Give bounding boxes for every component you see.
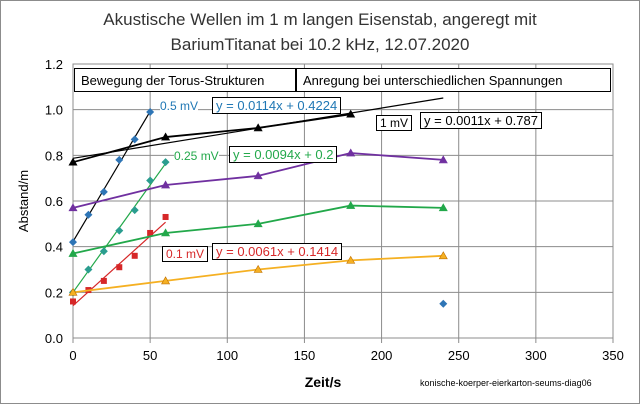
data-point (161, 228, 171, 237)
y-axis-label: Abstand/m (16, 170, 31, 232)
x-tick-label: 0 (69, 348, 76, 363)
data-point (162, 213, 169, 220)
x-tick-label: 200 (371, 348, 393, 363)
data-point (70, 298, 76, 305)
label-05mv: 0.5 mV (160, 99, 199, 113)
label-1mv: 1 mV (376, 115, 413, 131)
x-tick-label: 150 (294, 348, 316, 363)
series-line (72, 254, 444, 294)
data-point (68, 157, 78, 166)
label-025mv: 0.25 mV (174, 149, 219, 163)
x-tick-label: 100 (216, 348, 238, 363)
trend-line (72, 111, 151, 242)
series-line (72, 113, 351, 164)
data-point (161, 180, 171, 189)
data-point (161, 276, 171, 285)
data-point (346, 109, 356, 118)
equation-1mv: y = 0.0011x + 0.787 (420, 112, 542, 129)
data-point (130, 135, 139, 144)
box-excitation-label: Anregung bei unterschiedlichen Spannunge… (296, 68, 611, 92)
y-tick-label: 0.6 (45, 194, 63, 209)
x-tick-label: 50 (143, 348, 157, 363)
data-point (438, 251, 448, 260)
y-tick-label: 0.2 (45, 285, 63, 300)
data-point (147, 229, 154, 236)
data-point (438, 155, 448, 164)
chart-title: Akustische Wellen im 1 m langen Eisensta… (103, 10, 537, 29)
y-tick-label: 0.8 (45, 148, 63, 163)
data-point (99, 187, 108, 196)
equation-01mv: y = 0.0061x + 0.1414 (212, 243, 343, 260)
data-point (161, 132, 171, 141)
data-point (253, 123, 263, 132)
data-point (99, 247, 108, 256)
data-point (346, 255, 356, 264)
data-point (68, 248, 78, 257)
y-tick-label: 1.0 (45, 103, 63, 118)
y-tick-label: 0.4 (45, 240, 63, 255)
data-point (100, 277, 107, 284)
x-tick-label: 350 (602, 348, 624, 363)
data-point (146, 107, 155, 116)
y-tick-label: 1.2 (45, 57, 63, 72)
data-point (130, 206, 139, 215)
y-tick-label: 0.0 (45, 331, 63, 346)
data-point (68, 287, 78, 296)
data-point (115, 226, 124, 235)
data-point (346, 148, 356, 157)
chart-subtitle: BariumTitanat bei 10.2 kHz, 12.07.2020 (170, 35, 470, 54)
data-point (69, 238, 77, 247)
footnote: konische-koerper-eierkarton-seums-diag06 (420, 378, 592, 388)
data-point (253, 219, 263, 228)
data-point (115, 155, 124, 164)
equation-05mv: y = 0.0114x + 0.4224 (212, 97, 342, 114)
data-point (116, 264, 123, 271)
data-point (253, 264, 263, 273)
data-point (439, 299, 448, 308)
data-point (146, 176, 155, 185)
data-point (84, 265, 93, 274)
x-tick-label: 300 (525, 348, 547, 363)
data-point (131, 252, 138, 259)
data-point (438, 203, 448, 212)
data-point (253, 171, 263, 180)
data-point (84, 210, 93, 219)
label-01mv: 0.1 mV (162, 246, 209, 262)
data-point (68, 203, 78, 212)
equation-025mv: y = 0.0094x + 0.2 (229, 146, 338, 163)
data-point (346, 200, 356, 209)
data-point (161, 158, 170, 167)
box-torus-label: Bewegung der Torus-Strukturen (74, 68, 296, 92)
x-tick-label: 250 (448, 348, 470, 363)
x-axis-label: Zeit/s (305, 374, 342, 390)
